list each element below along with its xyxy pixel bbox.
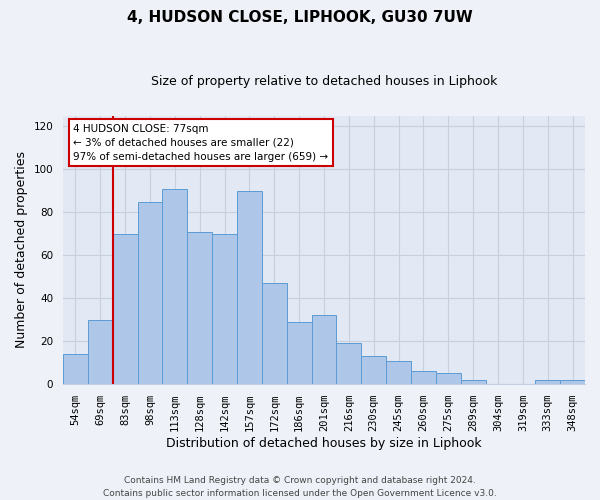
Text: Contains HM Land Registry data © Crown copyright and database right 2024.
Contai: Contains HM Land Registry data © Crown c… <box>103 476 497 498</box>
Bar <box>361 356 386 384</box>
X-axis label: Distribution of detached houses by size in Liphook: Distribution of detached houses by size … <box>166 437 482 450</box>
Bar <box>436 374 461 384</box>
Bar <box>163 188 187 384</box>
Bar <box>137 202 163 384</box>
Bar <box>411 372 436 384</box>
Text: 4 HUDSON CLOSE: 77sqm
← 3% of detached houses are smaller (22)
97% of semi-detac: 4 HUDSON CLOSE: 77sqm ← 3% of detached h… <box>73 124 329 162</box>
Bar <box>287 322 311 384</box>
Bar <box>237 191 262 384</box>
Title: Size of property relative to detached houses in Liphook: Size of property relative to detached ho… <box>151 75 497 88</box>
Bar <box>113 234 137 384</box>
Bar <box>560 380 585 384</box>
Bar <box>535 380 560 384</box>
Bar <box>187 232 212 384</box>
Bar <box>461 380 485 384</box>
Bar <box>262 283 287 384</box>
Bar <box>386 360 411 384</box>
Y-axis label: Number of detached properties: Number of detached properties <box>15 152 28 348</box>
Text: 4, HUDSON CLOSE, LIPHOOK, GU30 7UW: 4, HUDSON CLOSE, LIPHOOK, GU30 7UW <box>127 10 473 25</box>
Bar <box>88 320 113 384</box>
Bar <box>212 234 237 384</box>
Bar <box>63 354 88 384</box>
Bar <box>311 316 337 384</box>
Bar <box>337 344 361 384</box>
